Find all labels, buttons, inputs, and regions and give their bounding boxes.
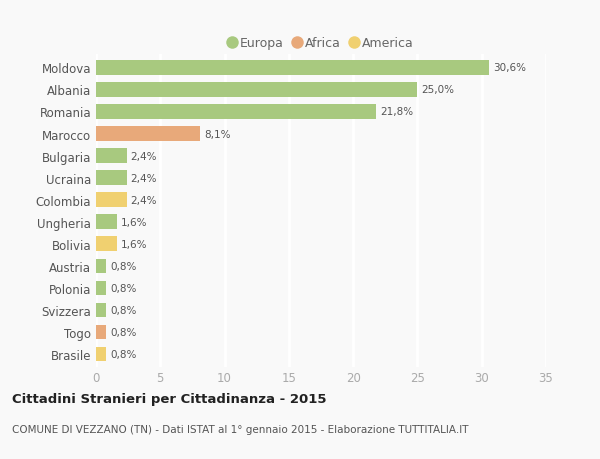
Text: Cittadini Stranieri per Cittadinanza - 2015: Cittadini Stranieri per Cittadinanza - 2… xyxy=(12,392,326,405)
Bar xyxy=(96,171,127,185)
Bar xyxy=(96,325,106,339)
Bar xyxy=(96,149,127,163)
Text: 0,8%: 0,8% xyxy=(110,327,137,337)
Bar xyxy=(96,281,106,295)
Bar xyxy=(96,215,116,230)
Text: 2,4%: 2,4% xyxy=(131,195,157,205)
Bar xyxy=(96,61,490,75)
Bar xyxy=(96,237,116,251)
Bar xyxy=(96,127,200,141)
Bar xyxy=(96,303,106,317)
Text: 2,4%: 2,4% xyxy=(131,173,157,183)
Text: 0,8%: 0,8% xyxy=(110,305,137,315)
Text: 30,6%: 30,6% xyxy=(493,63,526,73)
Text: COMUNE DI VEZZANO (TN) - Dati ISTAT al 1° gennaio 2015 - Elaborazione TUTTITALIA: COMUNE DI VEZZANO (TN) - Dati ISTAT al 1… xyxy=(12,425,469,435)
Legend: Europa, Africa, America: Europa, Africa, America xyxy=(224,33,418,54)
Text: 2,4%: 2,4% xyxy=(131,151,157,161)
Bar xyxy=(96,83,418,97)
Bar xyxy=(96,347,106,361)
Text: 21,8%: 21,8% xyxy=(380,107,413,117)
Text: 0,8%: 0,8% xyxy=(110,349,137,359)
Text: 0,8%: 0,8% xyxy=(110,283,137,293)
Text: 8,1%: 8,1% xyxy=(204,129,230,139)
Text: 25,0%: 25,0% xyxy=(421,85,454,95)
Bar xyxy=(96,193,127,207)
Text: 1,6%: 1,6% xyxy=(121,217,147,227)
Bar xyxy=(96,259,106,273)
Bar xyxy=(96,105,376,119)
Text: 0,8%: 0,8% xyxy=(110,261,137,271)
Text: 1,6%: 1,6% xyxy=(121,239,147,249)
